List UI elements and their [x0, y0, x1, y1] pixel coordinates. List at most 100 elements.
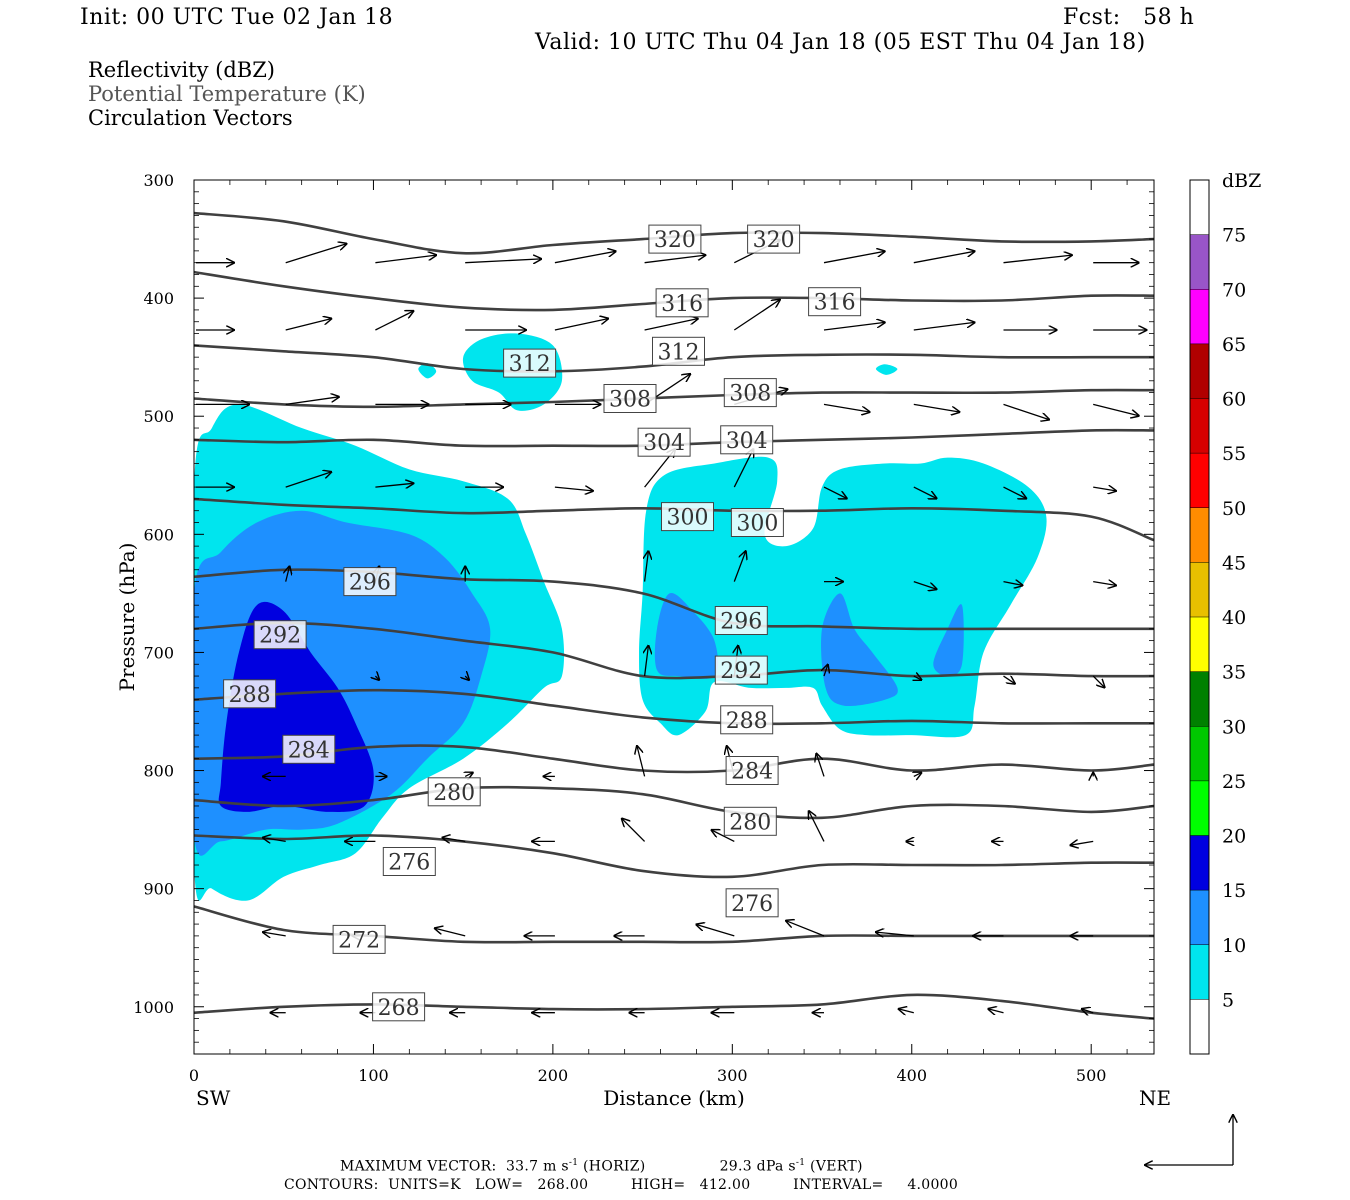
contour-label-280: 280: [723, 806, 777, 836]
contour-label-text: 280: [729, 810, 771, 835]
vector-99: [1082, 1009, 1094, 1013]
vector-72: [442, 838, 466, 842]
vector-19: [913, 322, 975, 331]
vector-50: [913, 580, 937, 590]
x-tick-label: 100: [358, 1066, 389, 1085]
contour-label-box: [655, 288, 709, 318]
vector-53: [375, 676, 379, 680]
vector-86: [786, 921, 825, 937]
contour-label-284: 284: [725, 756, 779, 785]
contour-label-300: 300: [661, 502, 714, 532]
contour-label-text: 280: [433, 781, 475, 806]
theta-contour-276: [194, 834, 1154, 879]
vector-37: [554, 487, 593, 491]
contour-label-text: 308: [729, 382, 771, 407]
contour-label-text: 296: [720, 610, 762, 635]
valid-time: Valid: 10 UTC Thu 04 Jan 18 (05 EST Thu …: [535, 30, 1146, 55]
y-tick-label: 400: [143, 289, 174, 308]
contour-label-box: [723, 378, 777, 408]
vector-58: [914, 676, 922, 680]
vector-9: [1003, 255, 1072, 264]
x-tick-label: 300: [717, 1066, 748, 1085]
vector-68: [914, 773, 922, 777]
colorbar-label: 35: [1222, 662, 1246, 684]
vector-98: [988, 1009, 1004, 1013]
contour-label-292: 292: [714, 655, 768, 685]
reference-vector: [1145, 1115, 1233, 1165]
vector-1: [285, 244, 347, 264]
colorbar-segment: [1190, 234, 1209, 290]
colorbar-segment: [1190, 835, 1209, 891]
vector-16: [644, 319, 698, 331]
vector-85: [696, 925, 735, 937]
vector-57: [824, 665, 828, 677]
colorbar-label: 50: [1222, 498, 1246, 520]
sw-end-label: SW: [196, 1086, 231, 1110]
contour-label-304: 304: [637, 427, 691, 457]
contour-label-292: 292: [253, 620, 307, 650]
contour-label-312: 312: [652, 336, 705, 366]
contour-label-288: 288: [223, 679, 277, 709]
colorbar-segment: [1190, 999, 1209, 1055]
contour-label-text: 284: [731, 760, 773, 785]
colorbar-label: 65: [1222, 334, 1246, 356]
vector-5: [644, 255, 706, 264]
vector-54: [465, 676, 469, 680]
colorbar-segment: [1190, 671, 1209, 727]
contour-label-box: [282, 734, 336, 764]
contour-label-box: [503, 348, 557, 378]
vector-42: [1003, 486, 1027, 498]
x-axis-label: Distance (km): [603, 1086, 745, 1110]
colorbar-label: 30: [1222, 716, 1246, 738]
colorbar-segment: [1190, 180, 1209, 235]
vector-79: [1070, 841, 1094, 845]
contour-label-280: 280: [427, 777, 481, 807]
contour-label-304: 304: [720, 425, 774, 455]
contour-label-text: 276: [731, 892, 773, 917]
contour-label-272: 272: [332, 924, 386, 954]
y-tick-label: 1000: [133, 998, 174, 1017]
contour-label-box: [372, 992, 426, 1022]
contour-label-box: [720, 705, 774, 735]
y-tick-label: 600: [143, 525, 174, 544]
colorbar: 5 10 15 20 25 30 35 40 45 50 55 60 65 70 75 dBZ: [1189, 170, 1261, 1055]
contour-label-text: 304: [643, 431, 685, 456]
vector-35: [375, 483, 413, 487]
contour-label-box: [723, 806, 777, 836]
contour-label-text: 316: [661, 292, 703, 317]
vector-13: [375, 311, 413, 331]
y-tick-label: 300: [143, 171, 174, 190]
contour-label-text: 312: [658, 340, 700, 365]
field-vectors: Circulation Vectors: [88, 106, 293, 130]
colorbar-segment: [1190, 289, 1209, 345]
init-time: Init: 00 UTC Tue 02 Jan 18: [80, 5, 394, 30]
contour-label-316: 316: [655, 288, 709, 318]
contour-label-312: 312: [503, 348, 557, 378]
contour-label-320: 320: [747, 224, 801, 254]
contour-label-text: 292: [259, 624, 301, 649]
contour-label-box: [720, 425, 774, 455]
colorbar-segment: [1190, 398, 1209, 454]
contour-label-box: [714, 606, 768, 635]
vector-52: [1093, 582, 1116, 586]
vector-15: [554, 319, 608, 331]
colorbar-segment: [1190, 944, 1209, 1000]
contour-label-276: 276: [382, 847, 436, 876]
ne-end-label: NE: [1139, 1086, 1171, 1110]
contour-label-box: [808, 287, 862, 317]
vector-60: [1092, 675, 1104, 687]
contour-label-text: 276: [388, 851, 430, 876]
contour-label-box: [223, 679, 277, 709]
vector-48: [733, 551, 745, 582]
vector-34: [285, 472, 332, 488]
colorbar-label: 45: [1222, 552, 1246, 574]
contour-label-box: [332, 924, 386, 954]
colorbar-label: 5: [1222, 989, 1234, 1011]
vector-87: [876, 932, 914, 936]
colorbar-segment: [1190, 780, 1209, 836]
vector-7: [823, 251, 885, 264]
y-tick-label: 500: [143, 407, 174, 426]
y-tick-label: 900: [143, 880, 174, 899]
contour-label-text: 284: [288, 738, 330, 763]
